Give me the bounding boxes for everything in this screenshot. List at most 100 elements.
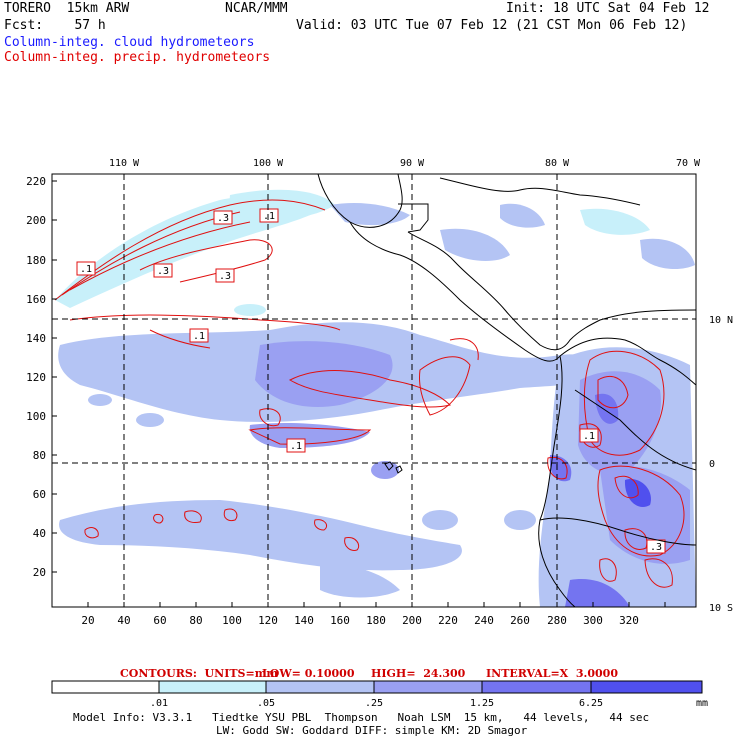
colorbar-swatch — [51, 680, 160, 694]
map-frame — [51, 173, 697, 608]
x-tick-label: 260 — [510, 614, 530, 627]
model-title: TORERO 15km ARW — [4, 1, 130, 16]
coast-caribbean-sa — [559, 337, 696, 386]
y-tick-label: 200 — [26, 214, 46, 227]
contour-sa-2 — [597, 376, 629, 409]
x-tick-label: 280 — [547, 614, 567, 627]
contour-nw-6 — [149, 329, 211, 349]
cloud-galapagos — [371, 461, 399, 479]
x-tick-label: 320 — [619, 614, 639, 627]
y-tick-labels: 220 200 180 160 140 120 100 80 60 40 20 — [26, 175, 46, 579]
coast-south-america-pacific — [538, 355, 576, 607]
x-tick-label: 200 — [402, 614, 422, 627]
x-tick-labels: 20 40 60 80 100 120 140 160 180 200 220 … — [81, 614, 639, 627]
x-tick-label: 80 — [189, 614, 202, 627]
contour-itcz-3 — [259, 408, 281, 427]
cloud-band-south-2 — [320, 560, 400, 598]
legend-cloud: Column-integ. cloud hydrometeors — [4, 35, 255, 50]
lon-label: 110 W — [109, 158, 140, 169]
x-tick-label: 60 — [153, 614, 166, 627]
colorbar — [51, 680, 703, 694]
x-tick-label: 20 — [81, 614, 94, 627]
contour-low: LOW= 0.10000 — [262, 667, 355, 680]
contour-label: .3 — [650, 542, 662, 553]
cloud-shading — [55, 189, 696, 607]
x-tick-label: 160 — [330, 614, 350, 627]
y-tick-label: 160 — [26, 293, 46, 306]
forecast-hour: Fcst: 57 h — [4, 18, 106, 33]
y-tick-label: 60 — [33, 488, 46, 501]
x-tick-marks — [87, 602, 666, 607]
model-info-2: LW: Godd SW: Goddard DIFF: simple KM: 2D… — [216, 724, 528, 737]
lon-label: 90 W — [400, 158, 425, 169]
colorbar-swatch — [158, 680, 267, 694]
contour-label: .1 — [193, 331, 205, 342]
cloud-caribbean-4 — [580, 208, 650, 235]
coast-central-america-pacific — [349, 221, 561, 362]
contour-interval: INTERVAL=X 3.0000 — [486, 667, 618, 680]
contour-sa-1 — [583, 350, 665, 456]
contour-south-5 — [314, 519, 328, 531]
cloud-patch-5 — [234, 304, 266, 316]
contour-sa-7 — [624, 528, 648, 550]
contour-south-2 — [184, 510, 202, 523]
legend-precip: Column-integ. precip. hydrometeors — [4, 50, 271, 65]
y-tick-label: 80 — [33, 449, 46, 462]
colorbar-labels: .01 .05 .25 1.25 6.25 mm — [150, 698, 708, 709]
contour-label: .3 — [219, 271, 231, 282]
contour-itcz-4 — [419, 356, 471, 416]
contour-south-3 — [223, 508, 238, 521]
x-tick-label: 140 — [294, 614, 314, 627]
contour-nw-3 — [69, 221, 251, 291]
x-tick-label: 240 — [474, 614, 494, 627]
cloud-sa-core-2 — [600, 466, 690, 564]
contour-high: HIGH= 24.300 — [371, 667, 466, 680]
model-info: Model Info: V3.3.1 Tiedtke YSU PBL Thomp… — [73, 711, 650, 724]
cloud-caribbean-1 — [330, 203, 410, 226]
contour-south-1 — [84, 527, 99, 539]
cloud-caribbean-2 — [440, 228, 510, 262]
colorbar-units: mm — [696, 698, 708, 709]
contour-label-group: .1 .3 .1 .3 .3 .1 .1 .1 .3 — [76, 208, 666, 554]
coast-yucatan — [398, 203, 429, 233]
cloud-core-itcz — [255, 341, 393, 408]
lon-labels: 110 W 100 W 90 W 80 W 70 W — [109, 158, 701, 169]
x-tick-label: 180 — [366, 614, 386, 627]
valid-time: Valid: 03 UTC Tue 07 Feb 12 (21 CST Mon … — [296, 18, 688, 33]
colorbar-swatch — [265, 680, 375, 694]
contour-label: .1 — [80, 264, 92, 275]
x-tick-label: 300 — [583, 614, 603, 627]
grid-lines — [52, 174, 696, 607]
border-peru — [539, 517, 696, 546]
contour-sa-9 — [599, 558, 617, 582]
contour-sa-6 — [614, 475, 639, 499]
y-tick-label: 120 — [26, 371, 46, 384]
coast-galapagos — [384, 461, 403, 474]
cloud-patch-3 — [422, 510, 458, 530]
x-tick-label: 40 — [117, 614, 130, 627]
contour-itcz-1 — [288, 370, 451, 408]
colorbar-swatch — [481, 680, 592, 694]
y-tick-label: 100 — [26, 410, 46, 423]
contour-itcz-5 — [449, 338, 479, 361]
contour-sa-4 — [547, 456, 568, 480]
x-tick-label: 120 — [258, 614, 278, 627]
contour-label: .1 — [290, 441, 302, 452]
cloud-sa-core-5 — [549, 455, 572, 482]
colorbar-swatch — [373, 680, 483, 694]
center-title: NCAR/MMM — [225, 1, 288, 16]
init-time: Init: 18 UTC Sat 04 Feb 12 — [506, 1, 710, 16]
lat-label: 10 N — [709, 315, 733, 326]
contour-itcz-2 — [248, 427, 372, 445]
border-colombia-ecuador — [574, 389, 696, 471]
colorbar-tick: 6.25 — [579, 698, 603, 709]
cloud-caribbean-3 — [500, 203, 545, 228]
colorbar-tick: .25 — [365, 698, 383, 709]
cloud-patch-4 — [504, 510, 536, 530]
lon-label: 100 W — [253, 158, 284, 169]
contour-label: .3 — [157, 266, 169, 277]
contour-label: .1 — [583, 431, 595, 442]
y-tick-label: 40 — [33, 527, 46, 540]
cloud-sa-core-3 — [595, 393, 619, 424]
